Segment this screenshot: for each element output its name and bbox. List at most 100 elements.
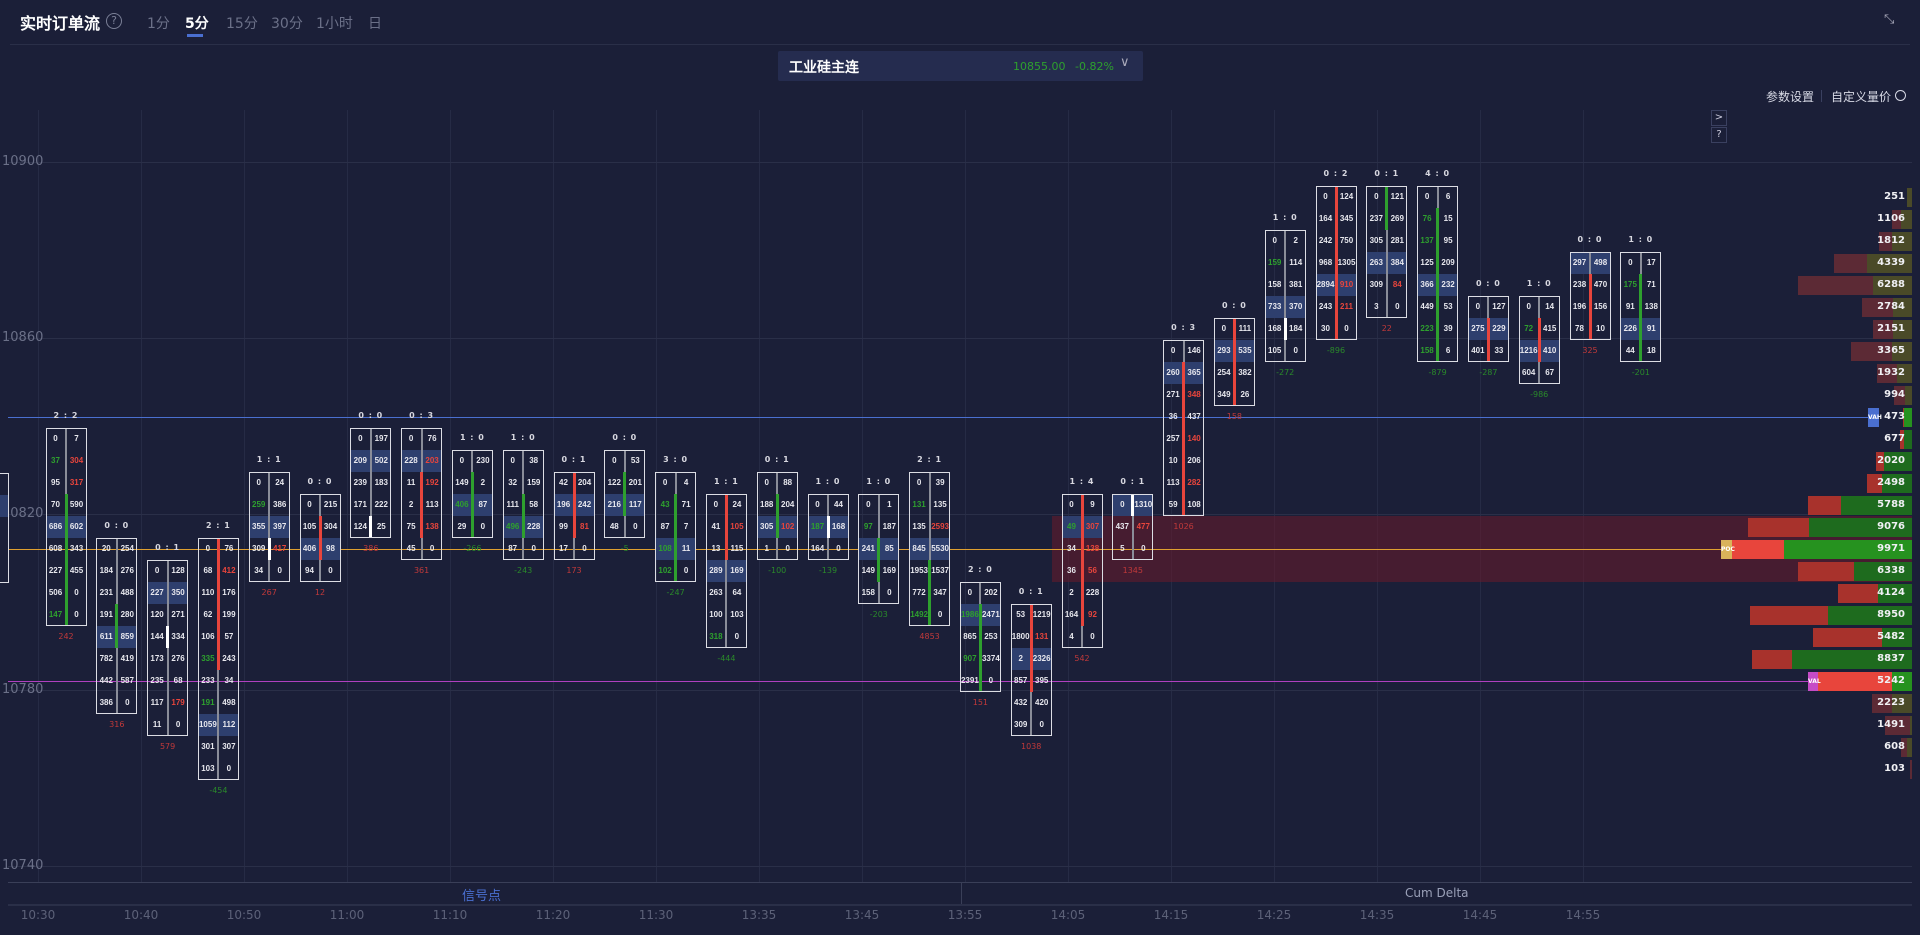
profile-sell-bar xyxy=(1910,759,1912,779)
footprint-candle[interactable] xyxy=(858,494,900,604)
footprint-candle[interactable] xyxy=(1518,296,1560,384)
candle-delta: 151 xyxy=(972,698,989,707)
footprint-candle[interactable] xyxy=(248,472,290,582)
footprint-candle[interactable] xyxy=(197,538,239,780)
footprint-candle[interactable] xyxy=(1061,494,1103,648)
ask-volume: 590 xyxy=(69,500,84,509)
bid-volume: 196 xyxy=(1572,302,1587,311)
footprint-candle[interactable] xyxy=(756,472,798,560)
candle-delta: -203 xyxy=(869,610,888,619)
settings-circle-icon[interactable] xyxy=(1895,90,1906,101)
footprint-candle[interactable] xyxy=(401,428,443,560)
profile-sell-bar xyxy=(1879,231,1892,251)
profile-buy-bar xyxy=(1891,231,1912,251)
tab-1hour[interactable]: 1小时 xyxy=(316,16,353,32)
bid-volume: 53 xyxy=(1016,610,1026,619)
footprint-candle[interactable] xyxy=(1620,252,1662,362)
instrument-change: -0.82% xyxy=(1075,60,1114,73)
price-axis-label: 10860 xyxy=(2,330,44,345)
bid-volume: 239 xyxy=(353,478,367,487)
tab-1min[interactable]: 1分 xyxy=(147,16,170,32)
time-axis-label: 11:00 xyxy=(329,908,365,922)
candle-ratio: 0 : 1 xyxy=(764,455,790,464)
ask-volume: 169 xyxy=(730,566,744,575)
ask-volume: 0 xyxy=(1141,544,1146,553)
bid-volume: 147 xyxy=(48,610,63,619)
footprint-candle[interactable] xyxy=(299,494,341,582)
footprint-candle[interactable] xyxy=(604,450,646,538)
ask-volume: 229 xyxy=(1492,324,1506,333)
bid-volume: 42 xyxy=(559,478,568,487)
params-settings-button[interactable]: 参数设置 xyxy=(1766,90,1815,104)
tab-5min[interactable]: 5分 xyxy=(185,16,209,32)
bid-volume: 608 xyxy=(48,544,63,553)
footprint-candle[interactable] xyxy=(45,428,87,626)
header-divider xyxy=(10,44,1910,45)
footprint-candle[interactable] xyxy=(1366,186,1408,318)
price-gridline xyxy=(8,162,1912,163)
tab-30min[interactable]: 30分 xyxy=(271,16,303,32)
bid-volume: 37 xyxy=(51,456,60,465)
instrument-selector[interactable]: 工业硅主连 10855.00 -0.82% ∨ xyxy=(778,51,1143,81)
footprint-candle[interactable] xyxy=(451,450,493,538)
bid-volume: 355 xyxy=(252,522,266,531)
expand-button[interactable]: > xyxy=(1711,110,1727,126)
footprint-candle[interactable] xyxy=(655,472,697,582)
ask-volume: 269 xyxy=(1390,214,1404,223)
ask-volume: 117 xyxy=(628,500,642,509)
ask-volume: 124 xyxy=(1339,192,1354,201)
cum-delta-panel[interactable]: Cum Delta xyxy=(1405,886,1469,900)
bid-volume: 309 xyxy=(1014,720,1028,729)
candle-delta: 316 xyxy=(109,720,125,729)
footprint-candle[interactable] xyxy=(553,472,595,560)
footprint-candle[interactable] xyxy=(909,472,951,626)
footprint-candle[interactable] xyxy=(1417,186,1459,362)
footprint-candle[interactable] xyxy=(1315,186,1357,340)
collapse-icon[interactable]: ⤡ xyxy=(1884,12,1895,27)
footprint-candle[interactable] xyxy=(1163,340,1205,516)
custom-volume-price-button[interactable]: 自定义量价 xyxy=(1831,90,1892,104)
footprint-candle[interactable] xyxy=(1569,252,1611,340)
ask-volume: 26 xyxy=(1240,390,1250,399)
vah-line xyxy=(8,416,1868,418)
bid-volume: 432 xyxy=(1014,698,1028,707)
ask-volume: 215 xyxy=(323,500,338,509)
profile-buy-bar xyxy=(1881,473,1912,493)
footprint-candle[interactable] xyxy=(1264,230,1306,362)
footprint-candle[interactable] xyxy=(959,582,1001,692)
footprint-candle[interactable] xyxy=(1213,318,1255,406)
signal-points-panel[interactable]: 信号点 xyxy=(462,889,502,904)
time-axis-label: 11:20 xyxy=(535,908,571,922)
ask-volume: 87 xyxy=(478,500,488,509)
ask-volume: 146 xyxy=(1187,346,1201,355)
footprint-candle[interactable] xyxy=(705,494,747,648)
footprint-candle[interactable] xyxy=(1010,604,1052,736)
bid-volume: 1492 xyxy=(910,610,928,619)
profile-sell-bar xyxy=(1798,275,1874,295)
val-tag: VAL xyxy=(1808,671,1821,691)
help-button[interactable]: ? xyxy=(1711,127,1727,143)
profile-sell-bar xyxy=(1861,297,1893,317)
bid-volume: 209 xyxy=(353,456,367,465)
profile-sell-bar xyxy=(1752,649,1793,669)
footprint-candle[interactable] xyxy=(1467,296,1509,362)
bid-volume: 238 xyxy=(1572,280,1587,289)
bid-volume: 75 xyxy=(406,522,416,531)
footprint-candle[interactable] xyxy=(96,538,138,714)
tab-day[interactable]: 日 xyxy=(368,16,382,32)
candle-ratio: 2 : 0 xyxy=(967,565,993,574)
profile-buy-bar xyxy=(1891,693,1912,713)
footprint-candle[interactable] xyxy=(807,494,849,560)
bid-volume: 1953 xyxy=(910,566,928,575)
tab-15min[interactable]: 15分 xyxy=(226,16,258,32)
help-icon[interactable]: ? xyxy=(106,13,122,29)
profile-volume: 251 xyxy=(1884,191,1905,202)
candle-body xyxy=(724,494,728,560)
footprint-candle[interactable] xyxy=(350,428,392,538)
footprint-candle[interactable] xyxy=(147,560,189,736)
footprint-candle[interactable] xyxy=(1112,494,1154,560)
candle-delta: 361 xyxy=(413,566,430,575)
ask-volume: 85 xyxy=(884,544,894,553)
footprint-candle[interactable] xyxy=(502,450,544,560)
